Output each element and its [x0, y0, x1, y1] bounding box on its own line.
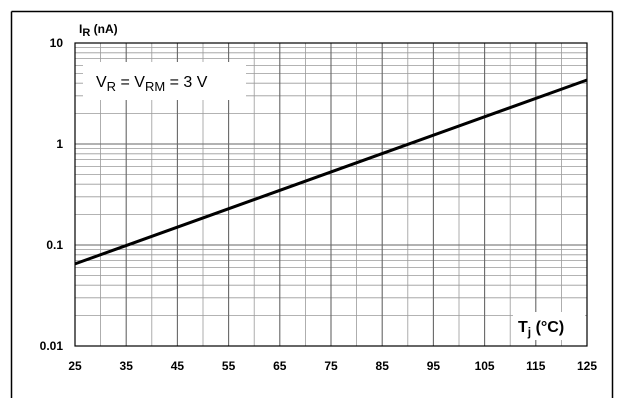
- annotation-background: [83, 62, 246, 100]
- x-tick-labels: 25 35 45 55 65 75 85 95 105 115 125: [68, 359, 597, 373]
- x-axis-label-unit: (°C): [531, 319, 564, 336]
- annotation-box: VR = VRM = 3 V: [83, 62, 246, 100]
- x-tick-label: 25: [68, 359, 82, 373]
- annotation-part-2: = V: [116, 74, 145, 91]
- x-axis-label-background: [513, 312, 585, 340]
- annotation-sub-2: RM: [145, 79, 165, 94]
- x-tick-label: 125: [577, 359, 597, 373]
- x-axis-label-main: T: [518, 319, 528, 336]
- plot-border: [74, 42, 588, 347]
- x-tick-label: 115: [526, 359, 546, 373]
- y-tick-label: 10: [50, 36, 64, 50]
- x-tick-label: 65: [273, 359, 287, 373]
- y-axis-label-unit: (nA): [90, 22, 117, 36]
- y-tick-label: 0.1: [46, 238, 63, 252]
- series-layer: [74, 78, 588, 266]
- x-tick-label: 95: [427, 359, 441, 373]
- y-axis-label-background: [77, 16, 135, 38]
- x-axis-label: Tj (°C): [513, 312, 585, 340]
- annotation-part-1: V: [96, 74, 107, 91]
- y-axis-label: IR (nA): [77, 16, 135, 39]
- x-tick-label: 55: [222, 359, 236, 373]
- y-axis-label-sub: R: [82, 27, 90, 39]
- x-axis-label-sub: j: [527, 325, 531, 339]
- y-tick-labels: 10 1 0.1 0.01: [40, 36, 64, 353]
- x-axis-label-text: Tj (°C): [518, 319, 564, 339]
- y-axis-label-main: I: [79, 22, 82, 36]
- y-axis-label-text: IR (nA): [79, 22, 118, 39]
- x-tick-label: 35: [120, 359, 134, 373]
- annotation-text: VR = VRM = 3 V: [96, 74, 208, 94]
- y-tick-label: 1: [56, 137, 63, 151]
- annotation-part-3: = 3 V: [165, 74, 208, 91]
- annotation-sub-1: R: [107, 79, 116, 94]
- x-tick-label: 75: [324, 359, 338, 373]
- x-tick-label: 105: [475, 359, 495, 373]
- x-tick-label: 85: [376, 359, 390, 373]
- x-tick-label: 45: [171, 359, 185, 373]
- series-line-ir: [74, 78, 588, 266]
- y-tick-label: 0.01: [40, 339, 64, 353]
